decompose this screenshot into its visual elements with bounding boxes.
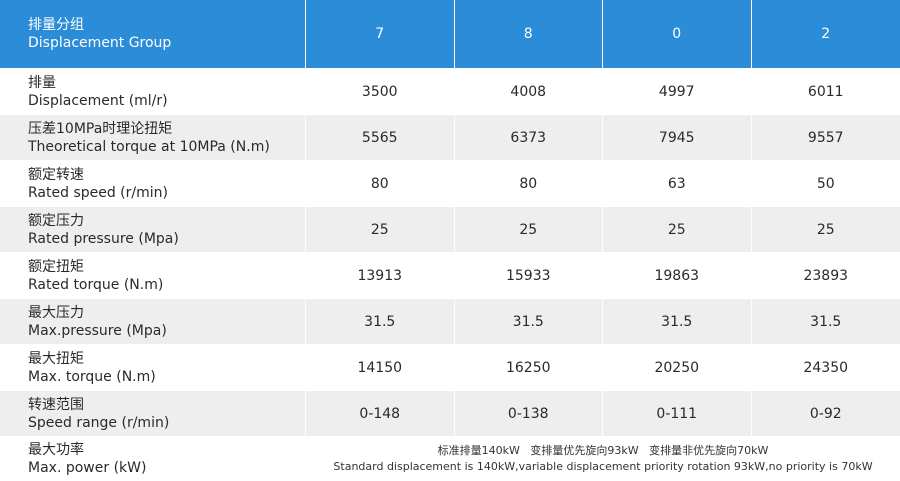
table-cell: 25 — [454, 207, 603, 253]
row-label-en: Rated speed (r/min) — [28, 184, 168, 201]
table-cell: 7945 — [603, 115, 752, 161]
header-row: 排量分组 Displacement Group 7 8 0 2 — [0, 0, 900, 69]
table-row: 转速范围 Speed range (r/min) 0-148 0-138 0-1… — [0, 391, 900, 437]
max-power-row: 最大功率 Max. power (kW) 标准排量140kW 变排量优先旋向93… — [0, 437, 900, 481]
table-cell: 0-138 — [454, 391, 603, 437]
row-label-en: Max.pressure (Mpa) — [28, 322, 167, 339]
table-cell: 80 — [454, 161, 603, 207]
row-label-en: Displacement (ml/r) — [28, 92, 168, 109]
group-header: 8 — [454, 0, 603, 69]
max-power-note: 标准排量140kW 变排量优先旋向93kW 变排量非优先旋向70kW Stand… — [306, 437, 900, 481]
row-label: 最大压力 Max.pressure (Mpa) — [0, 299, 306, 345]
table-row: 最大压力 Max.pressure (Mpa) 31.5 31.5 31.5 3… — [0, 299, 900, 345]
table-cell: 25 — [306, 207, 455, 253]
row-label-en: Max. torque (N.m) — [28, 368, 156, 385]
table-cell: 50 — [751, 161, 900, 207]
table-row: 压差10MPa时理论扭矩 Theoretical torque at 10MPa… — [0, 115, 900, 161]
row-label-en: Theoretical torque at 10MPa (N.m) — [28, 138, 270, 155]
table-cell: 0-111 — [603, 391, 752, 437]
table-cell: 14150 — [306, 345, 455, 391]
row-label-cn: 转速范围 — [28, 396, 84, 413]
table-cell: 6373 — [454, 115, 603, 161]
row-label: 压差10MPa时理论扭矩 Theoretical torque at 10MPa… — [0, 115, 306, 161]
table-cell: 24350 — [751, 345, 900, 391]
table-cell: 23893 — [751, 253, 900, 299]
header-label-cell: 排量分组 Displacement Group — [0, 0, 306, 69]
table-cell: 0-148 — [306, 391, 455, 437]
max-power-note-cn: 标准排量140kW 变排量优先旋向93kW 变排量非优先旋向70kW — [437, 444, 769, 457]
row-label-cn: 最大扭矩 — [28, 350, 84, 367]
table-cell: 6011 — [751, 69, 900, 115]
row-label-en: Rated pressure (Mpa) — [28, 230, 179, 247]
row-label-en: Max. power (kW) — [28, 460, 147, 476]
table-cell: 31.5 — [603, 299, 752, 345]
header-label-cn: 排量分组 — [28, 17, 84, 33]
row-label: 最大扭矩 Max. torque (N.m) — [0, 345, 306, 391]
table-cell: 25 — [603, 207, 752, 253]
table-cell: 31.5 — [306, 299, 455, 345]
group-header: 2 — [751, 0, 900, 69]
row-label-cn: 额定转速 — [28, 166, 84, 183]
table-row: 最大扭矩 Max. torque (N.m) 14150 16250 20250… — [0, 345, 900, 391]
table-row: 额定压力 Rated pressure (Mpa) 25 25 25 25 — [0, 207, 900, 253]
table-cell: 13913 — [306, 253, 455, 299]
table-cell: 31.5 — [751, 299, 900, 345]
header-label-en: Displacement Group — [28, 35, 172, 51]
table-cell: 20250 — [603, 345, 752, 391]
table-cell: 0-92 — [751, 391, 900, 437]
row-label: 额定扭矩 Rated torque (N.m) — [0, 253, 306, 299]
row-label-cn: 排量 — [28, 74, 56, 91]
table-cell: 19863 — [603, 253, 752, 299]
table-cell: 25 — [751, 207, 900, 253]
row-label: 最大功率 Max. power (kW) — [0, 437, 306, 481]
row-label: 排量 Displacement (ml/r) — [0, 69, 306, 115]
table-row: 额定转速 Rated speed (r/min) 80 80 63 50 — [0, 161, 900, 207]
table-cell: 16250 — [454, 345, 603, 391]
table-cell: 9557 — [751, 115, 900, 161]
row-label: 额定转速 Rated speed (r/min) — [0, 161, 306, 207]
table-cell: 3500 — [306, 69, 455, 115]
table-cell: 4997 — [603, 69, 752, 115]
table-cell: 80 — [306, 161, 455, 207]
row-label-cn: 最大压力 — [28, 304, 84, 321]
row-label-en: Rated torque (N.m) — [28, 276, 164, 293]
row-label-en: Speed range (r/min) — [28, 414, 170, 431]
group-header: 7 — [306, 0, 455, 69]
table-row: 额定扭矩 Rated torque (N.m) 13913 15933 1986… — [0, 253, 900, 299]
table-cell: 63 — [603, 161, 752, 207]
table-cell: 5565 — [306, 115, 455, 161]
table-cell: 4008 — [454, 69, 603, 115]
table-cell: 31.5 — [454, 299, 603, 345]
row-label-cn: 最大功率 — [28, 442, 84, 458]
max-power-note-en: Standard displacement is 140kW,variable … — [333, 460, 873, 473]
table-cell: 15933 — [454, 253, 603, 299]
row-label-cn: 额定压力 — [28, 212, 84, 229]
row-label: 转速范围 Speed range (r/min) — [0, 391, 306, 437]
group-header: 0 — [603, 0, 752, 69]
row-label: 额定压力 Rated pressure (Mpa) — [0, 207, 306, 253]
table-row: 排量 Displacement (ml/r) 3500 4008 4997 60… — [0, 69, 900, 115]
row-label-cn: 额定扭矩 — [28, 258, 84, 275]
row-label-cn: 压差10MPa时理论扭矩 — [28, 120, 173, 137]
